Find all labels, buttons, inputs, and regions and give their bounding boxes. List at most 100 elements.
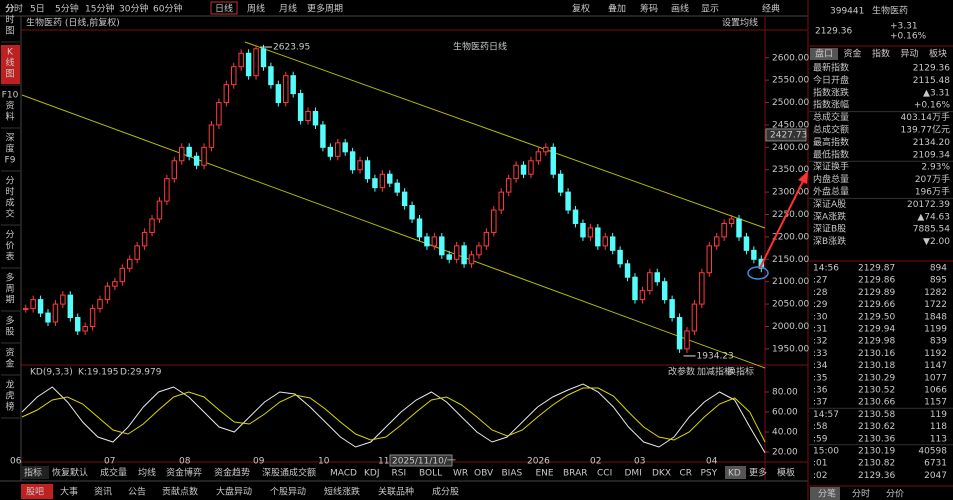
candle <box>401 191 408 207</box>
bottom-tab[interactable]: 大盘异动 <box>216 486 252 498</box>
side-tab[interactable]: 时 <box>5 186 14 198</box>
indicator-tab[interactable]: ENE <box>536 469 554 479</box>
toolbar-button[interactable]: 筹码 <box>640 3 658 15</box>
side-tab[interactable]: 股 <box>5 327 14 338</box>
side-tab[interactable]: 资 <box>5 348 14 359</box>
side-tab[interactable]: 图 <box>5 69 14 80</box>
side-tab[interactable]: F9 <box>5 156 16 166</box>
toolbar-button[interactable]: 日线 <box>215 3 233 15</box>
side-tab[interactable]: 金 <box>5 358 14 370</box>
side-tab[interactable]: K <box>7 48 14 58</box>
indicator-tab[interactable]: CR <box>680 469 693 479</box>
toolbar-button[interactable]: 经典 <box>762 3 780 15</box>
toolbar-button[interactable]: 5日 <box>30 4 45 15</box>
chart-settings[interactable]: 设置均线 <box>722 17 758 29</box>
side-tab[interactable]: 榜 <box>5 401 14 413</box>
indicator-tab[interactable]: CCI <box>597 469 612 479</box>
toolbar-button[interactable]: 30分钟 <box>119 3 148 15</box>
side-tab[interactable]: 虎 <box>5 390 14 402</box>
kd-action[interactable]: 改参数 <box>668 366 695 378</box>
toolbar-button[interactable]: 画线 <box>671 3 689 15</box>
candle <box>416 218 423 238</box>
side-tab[interactable]: 分 <box>5 4 14 15</box>
side-tab[interactable]: 周 <box>5 284 14 295</box>
quote-tab[interactable]: 资金 <box>844 48 862 60</box>
toolbar-button[interactable]: 叠加 <box>608 4 626 15</box>
y-tick-label: 2400.00 <box>772 143 809 153</box>
indicator-tab[interactable]: 更多 <box>749 467 767 479</box>
quote-row-label: 指数涨幅 <box>813 99 849 111</box>
bottom-tab[interactable]: 股吧 <box>26 487 44 498</box>
indicator-tab[interactable]: DKX <box>652 469 671 479</box>
bottom-tab[interactable]: 贡献点数 <box>162 486 198 498</box>
candle <box>669 299 675 319</box>
indicator-tab[interactable]: DMI <box>625 469 642 479</box>
bottom-tab[interactable]: 个股异动 <box>270 487 306 498</box>
side-tab[interactable]: 龙 <box>5 379 14 391</box>
indicator-tab[interactable]: 模板 <box>777 467 795 479</box>
tick-time: :32 <box>813 337 827 347</box>
indicator-tab[interactable]: 资金趋势 <box>214 467 250 479</box>
indicator-tab[interactable]: BRAR <box>563 469 587 479</box>
quote-row-label: 深证B股 <box>813 224 846 235</box>
toolbar-button[interactable]: 月线 <box>279 3 297 15</box>
indicator-tab[interactable]: OBV <box>474 469 494 479</box>
side-tab[interactable]: 深 <box>5 133 14 144</box>
quote-row-value: ▼2.00 <box>923 237 950 247</box>
indicator-tab[interactable]: MACD <box>330 469 357 479</box>
toolbar-button[interactable]: 复权 <box>572 3 590 15</box>
candle <box>37 299 44 314</box>
side-tab[interactable]: 图 <box>5 26 14 37</box>
quote-tab[interactable]: 异动 <box>901 49 919 60</box>
bottom-tab[interactable]: 大事 <box>60 486 78 498</box>
kd-action[interactable]: 换指标 <box>727 366 754 378</box>
toolbar-button[interactable]: 5分钟 <box>55 3 79 15</box>
bottom-tab[interactable]: 短线涨跌 <box>324 486 360 498</box>
side-tab[interactable]: 价 <box>5 241 14 252</box>
indicator-tab[interactable]: 成交量 <box>100 467 127 479</box>
side-tab[interactable]: 资 <box>5 101 14 112</box>
side-tab[interactable]: 表 <box>5 251 14 263</box>
indicator-tab[interactable]: 均线 <box>138 467 156 479</box>
bottom-tab[interactable]: 资讯 <box>94 487 112 498</box>
toolbar-button[interactable]: 60分钟 <box>153 3 182 15</box>
side-tab[interactable]: 多 <box>5 315 14 327</box>
side-tab[interactable]: 期 <box>5 295 14 306</box>
indicator-tab[interactable]: RSI <box>392 469 407 479</box>
side-tab[interactable]: 交 <box>5 208 14 220</box>
toolbar-button[interactable]: 15分钟 <box>85 3 114 15</box>
bottom-tab[interactable]: 公告 <box>128 486 146 498</box>
indicator-tab[interactable]: 资金博弈 <box>166 467 202 479</box>
quote-bottom-tab[interactable]: 分时 <box>852 488 870 500</box>
toolbar-button[interactable]: 周线 <box>247 3 265 15</box>
quote-tab[interactable]: 盘口 <box>815 48 833 60</box>
bottom-tab[interactable]: 成分股 <box>432 486 459 498</box>
quote-tab[interactable]: 指数 <box>872 48 890 60</box>
indicator-tab[interactable]: BIAS <box>502 469 523 479</box>
side-tab[interactable]: 分 <box>5 230 14 241</box>
side-tab[interactable]: 度 <box>5 143 14 155</box>
indicator-tab[interactable]: BOLL <box>419 469 442 479</box>
side-tab[interactable]: F10 <box>2 91 19 101</box>
toolbar-button[interactable]: 分时 <box>5 3 23 15</box>
indicator-tab[interactable]: WR <box>453 469 468 479</box>
indicator-tab[interactable]: 深股通成交额 <box>262 467 316 479</box>
quote-bottom-tab[interactable]: 分价 <box>886 489 904 500</box>
quote-bottom-tab[interactable]: 分笔 <box>818 488 836 500</box>
indicator-tab[interactable]: KDJ <box>364 469 380 479</box>
kd-action[interactable]: 加减指标 <box>697 366 733 378</box>
toolbar-button[interactable]: 更多周期 <box>307 3 343 15</box>
side-tab[interactable]: 料 <box>5 111 14 123</box>
indicator-tab[interactable]: 恢复默认 <box>52 467 88 479</box>
toolbar-button[interactable]: 显示 <box>701 4 719 15</box>
side-tab[interactable]: 线 <box>5 57 14 69</box>
indicator-tab[interactable]: PSY <box>701 469 718 479</box>
indicator-tab[interactable]: KD <box>728 469 741 479</box>
quote-tab[interactable]: 板块 <box>929 48 947 60</box>
side-tab[interactable]: 成 <box>5 197 14 209</box>
side-tab[interactable]: 多 <box>5 272 14 284</box>
side-tab[interactable]: 分 <box>5 176 14 187</box>
bottom-tab[interactable]: 关联品种 <box>378 486 414 498</box>
side-tab[interactable]: 时 <box>5 14 14 26</box>
indicator-tab[interactable]: 指标 <box>24 467 42 479</box>
